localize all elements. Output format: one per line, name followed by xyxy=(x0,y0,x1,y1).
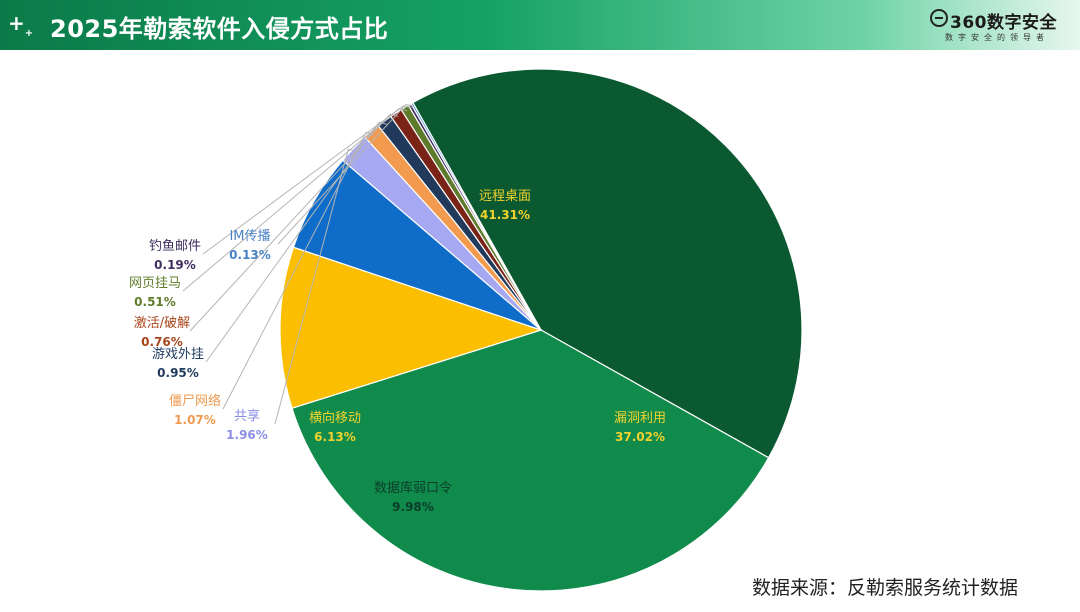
slice-category-label: 激活/破解 xyxy=(134,316,190,331)
leader-line xyxy=(277,103,415,245)
brand-circle-icon xyxy=(930,9,948,27)
leader-line xyxy=(182,108,407,292)
slice-value-label: 0.19% xyxy=(154,258,196,272)
slice-category-label: 网页挂马 xyxy=(129,276,181,291)
pie-slice xyxy=(412,68,803,459)
brand-slogan: 数字安全的领导者 xyxy=(945,33,1049,42)
slice-value-label: 6.13% xyxy=(314,430,356,444)
slice-value-label: 1.96% xyxy=(226,428,268,442)
leader-lines xyxy=(182,103,415,425)
plus-icon: ++ xyxy=(8,11,34,39)
title-bar: ++ 2025年勒索软件入侵方式占比 360数字安全 数字安全的领导者 xyxy=(0,0,1080,50)
pie-chart: 远程桌面 41.31% 漏洞利用 37.02% 数据库弱口令 9.98% 横向移动 6.13%… xyxy=(129,68,803,592)
page-title: 2025年勒索软件入侵方式占比 xyxy=(50,15,389,43)
slice-value-label: 1.07% xyxy=(174,413,216,427)
slice-value-label: 0.13% xyxy=(229,248,271,262)
leader-line xyxy=(205,121,388,363)
slice-value-label: 41.31% xyxy=(480,208,530,222)
slice-value-label: 0.95% xyxy=(157,366,199,380)
slice-category-label: 漏洞利用 xyxy=(614,410,666,426)
slice-category-label: 钓鱼邮件 xyxy=(149,238,201,254)
leader-line xyxy=(222,131,375,410)
slice-value-label: 9.98% xyxy=(392,500,434,514)
chart-area: 远程桌面 41.31% 漏洞利用 37.02% 数据库弱口令 9.98% 横向移动 6.13%… xyxy=(0,50,1080,608)
brand-logo: 360数字安全 数字安全的领导者 xyxy=(930,6,1070,46)
brand-name: 360数字安全 xyxy=(950,13,1057,33)
slice-category-label: IM传播 xyxy=(229,229,270,244)
slice-category-label: 横向移动 xyxy=(309,410,361,426)
slice-category-label: 共享 xyxy=(234,408,260,424)
leader-line xyxy=(274,148,357,425)
pie-slice xyxy=(291,329,770,592)
slice-labels: 远程桌面 41.31% 漏洞利用 37.02% 数据库弱口令 9.98% 横向移动 6.13%… xyxy=(129,189,666,514)
slice-category-label: 数据库弱口令 xyxy=(374,480,452,496)
pie-slices xyxy=(279,68,803,592)
slice-value-label: 37.02% xyxy=(615,430,665,444)
slice-value-label: 0.51% xyxy=(134,295,176,309)
pie-slice xyxy=(279,246,543,409)
slice-category-label: 游戏外挂 xyxy=(152,347,204,362)
slice-category-label: 远程桌面 xyxy=(479,189,531,204)
pie-slice xyxy=(410,101,542,331)
slice-category-label: 僵尸网络 xyxy=(169,393,221,409)
leader-line xyxy=(202,105,412,255)
slice-value-label: 0.76% xyxy=(141,335,183,349)
data-source-note: 数据来源：反勒索服务统计数据 xyxy=(751,577,1018,599)
